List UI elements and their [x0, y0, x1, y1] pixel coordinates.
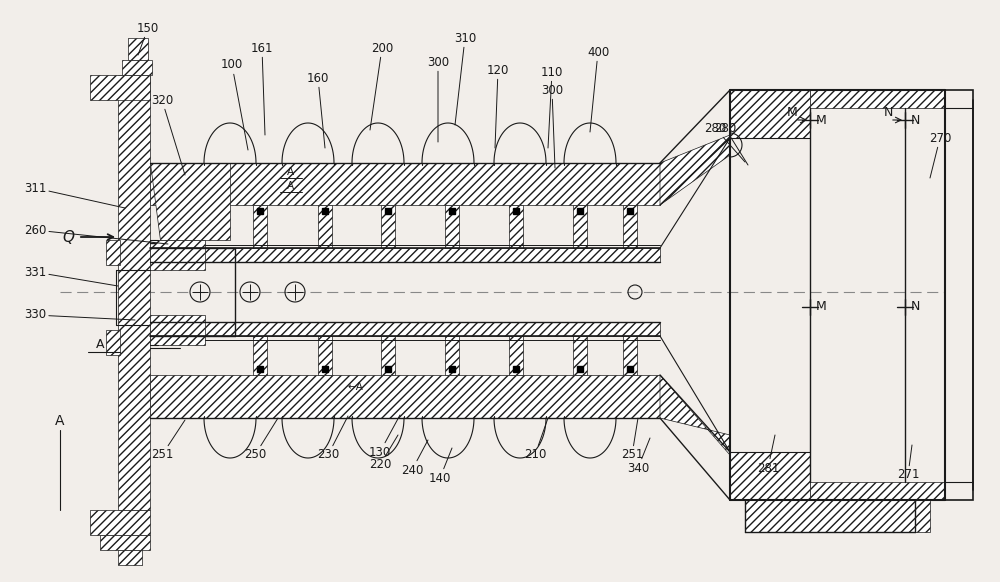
Text: 140: 140	[429, 448, 452, 484]
Text: 281: 281	[757, 435, 779, 474]
Text: ←A: ←A	[347, 382, 363, 392]
Polygon shape	[573, 336, 587, 375]
Polygon shape	[730, 452, 810, 500]
Text: 161: 161	[251, 41, 273, 135]
Text: A: A	[286, 181, 294, 191]
Text: A: A	[96, 338, 104, 351]
Text: 251: 251	[621, 418, 643, 462]
Text: 100: 100	[221, 59, 248, 150]
Polygon shape	[660, 135, 730, 205]
Text: 311: 311	[24, 182, 125, 208]
Text: 160: 160	[307, 72, 329, 148]
Text: 271: 271	[897, 445, 919, 481]
Text: N: N	[884, 105, 893, 119]
Text: 110: 110	[541, 66, 563, 148]
Text: M: M	[816, 300, 827, 314]
Text: M: M	[816, 113, 827, 126]
Polygon shape	[509, 205, 523, 248]
Text: 251: 251	[151, 420, 185, 462]
Polygon shape	[150, 163, 660, 205]
Polygon shape	[128, 38, 148, 60]
Text: 250: 250	[244, 418, 278, 462]
Polygon shape	[318, 336, 332, 375]
Text: 330: 330	[24, 308, 135, 321]
Text: N: N	[911, 113, 920, 126]
Polygon shape	[150, 375, 660, 418]
Polygon shape	[509, 336, 523, 375]
Text: 120: 120	[487, 63, 509, 148]
Text: 300: 300	[541, 83, 563, 168]
Text: 320: 320	[151, 94, 185, 175]
Polygon shape	[100, 535, 150, 550]
Text: 260: 260	[24, 223, 168, 244]
Polygon shape	[810, 482, 945, 500]
Text: 300: 300	[427, 55, 449, 142]
Text: 280: 280	[704, 122, 745, 162]
Text: 210: 210	[524, 418, 548, 462]
Polygon shape	[155, 248, 660, 262]
Polygon shape	[381, 336, 395, 375]
Polygon shape	[90, 75, 150, 100]
Polygon shape	[445, 336, 459, 375]
Text: 150: 150	[137, 22, 159, 55]
Text: 280: 280	[714, 122, 748, 165]
Text: Q: Q	[62, 229, 74, 244]
Text: 331: 331	[24, 265, 118, 286]
Text: 130: 130	[369, 415, 400, 459]
Text: 310: 310	[454, 31, 476, 125]
Polygon shape	[106, 240, 120, 265]
Text: 240: 240	[401, 440, 428, 477]
Text: A: A	[286, 167, 294, 177]
Text: 270: 270	[929, 132, 951, 178]
Polygon shape	[623, 205, 637, 248]
Polygon shape	[253, 205, 267, 248]
Bar	[150, 315, 205, 345]
Bar	[150, 240, 205, 270]
Polygon shape	[253, 336, 267, 375]
Polygon shape	[445, 205, 459, 248]
Bar	[745, 500, 930, 532]
Text: 220: 220	[369, 435, 398, 471]
Polygon shape	[623, 336, 637, 375]
Text: N: N	[911, 300, 920, 314]
Polygon shape	[381, 205, 395, 248]
Polygon shape	[318, 205, 332, 248]
Polygon shape	[122, 60, 152, 75]
Polygon shape	[150, 163, 230, 240]
Polygon shape	[90, 510, 150, 535]
Text: M: M	[787, 105, 798, 119]
Polygon shape	[118, 75, 150, 510]
Polygon shape	[660, 375, 730, 455]
Text: 340: 340	[627, 438, 650, 474]
Text: 200: 200	[370, 41, 393, 130]
Polygon shape	[730, 90, 810, 138]
Polygon shape	[573, 205, 587, 248]
Polygon shape	[155, 322, 660, 336]
Text: 400: 400	[587, 45, 609, 132]
Polygon shape	[106, 330, 120, 355]
Text: A: A	[55, 414, 65, 428]
Bar	[945, 90, 973, 500]
Polygon shape	[118, 550, 142, 565]
Polygon shape	[810, 90, 945, 108]
Text: 230: 230	[317, 416, 348, 462]
